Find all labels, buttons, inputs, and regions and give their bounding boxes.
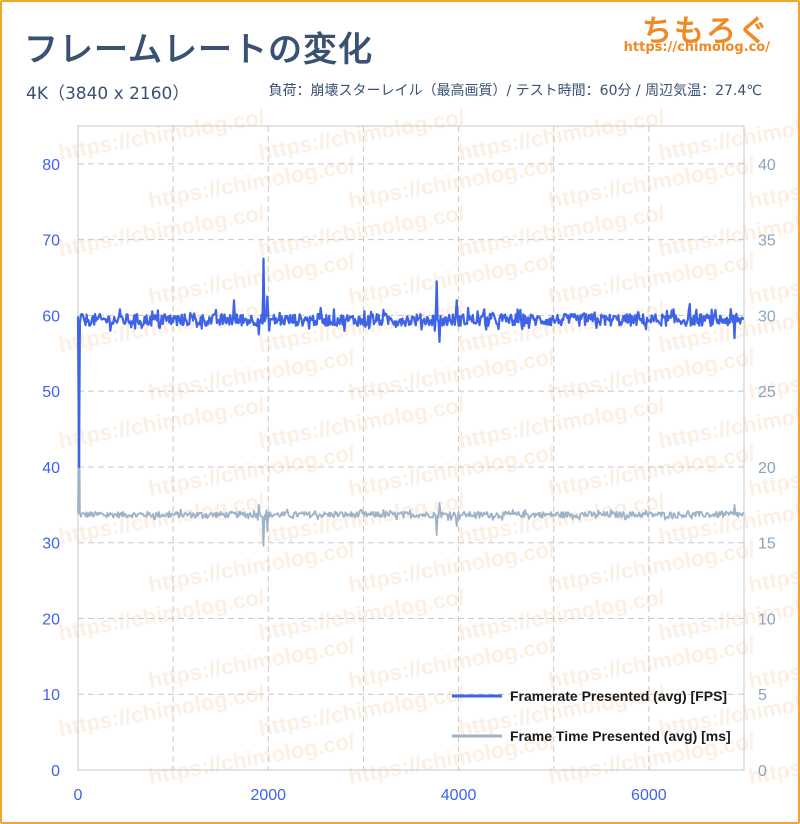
watermark-layer: https://chimolog.co/https://chimolog.co/… (57, 104, 800, 789)
right-tick-label: 15 (758, 536, 776, 553)
series-line-fps (76, 257, 745, 468)
legend-label-frametime: Frame Time Presented (avg) [ms] (510, 728, 731, 744)
legend-label-fps: Framerate Presented (avg) [FPS] (510, 688, 727, 704)
axes: 0 10 20 30 40 50 60 70 80 0 5 10 15 20 25 30 35 40 0 2000 40… (42, 157, 776, 804)
right-tick-label: 35 (758, 233, 776, 250)
right-tick-label: 5 (758, 687, 767, 704)
series-layer (76, 257, 745, 547)
legend: Framerate Presented (avg) [FPS] Frame Ti… (452, 688, 731, 744)
left-tick-label: 60 (42, 308, 60, 325)
watermark-text: https://chimolog.co/ (747, 728, 800, 789)
right-tick-label: 0 (758, 763, 767, 780)
page-title: フレームレートの変化 (24, 30, 373, 70)
left-tick-label: 10 (42, 687, 60, 704)
left-tick-label: 40 (42, 460, 60, 477)
brand-url: https://chimolog.co/ (623, 40, 770, 55)
left-tick-label: 50 (42, 384, 60, 401)
watermark-text: https://chimolog.co/ (257, 104, 467, 165)
grid-lines (77, 125, 745, 771)
series-line-frametime (77, 375, 744, 547)
watermark-text: https://chimolog.co/ (147, 728, 357, 789)
left-tick-label: 30 (42, 536, 60, 553)
watermark-text: https://chimolog.co/ (57, 104, 267, 165)
watermark-text: https://chimolog.co/ (457, 104, 667, 165)
watermark-text: https://chimolog.co/ (747, 248, 800, 309)
brand-logo: ちもろぐ (642, 14, 770, 49)
left-tick-label: 70 (42, 233, 60, 250)
right-tick-label: 30 (758, 308, 776, 325)
x-tick-label: 6000 (631, 787, 667, 804)
right-tick-label: 25 (758, 384, 776, 401)
test-conditions: 負荷：崩壊スターレイル（最高画質）/ テスト時間：60分 / 周辺気温：27.4… (268, 83, 763, 99)
left-tick-label: 80 (42, 157, 60, 174)
x-tick-label: 4000 (441, 787, 477, 804)
right-tick-label: 10 (758, 611, 776, 628)
right-tick-label: 20 (758, 460, 776, 477)
left-tick-label: 20 (42, 611, 60, 628)
x-tick-label: 2000 (250, 787, 286, 804)
left-tick-label: 0 (51, 763, 60, 780)
right-tick-label: 40 (758, 157, 776, 174)
watermark-text: https://chimolog.co/ (747, 632, 800, 693)
resolution-label: 4K（3840 x 2160） (26, 84, 190, 104)
x-tick-label: 0 (74, 787, 83, 804)
